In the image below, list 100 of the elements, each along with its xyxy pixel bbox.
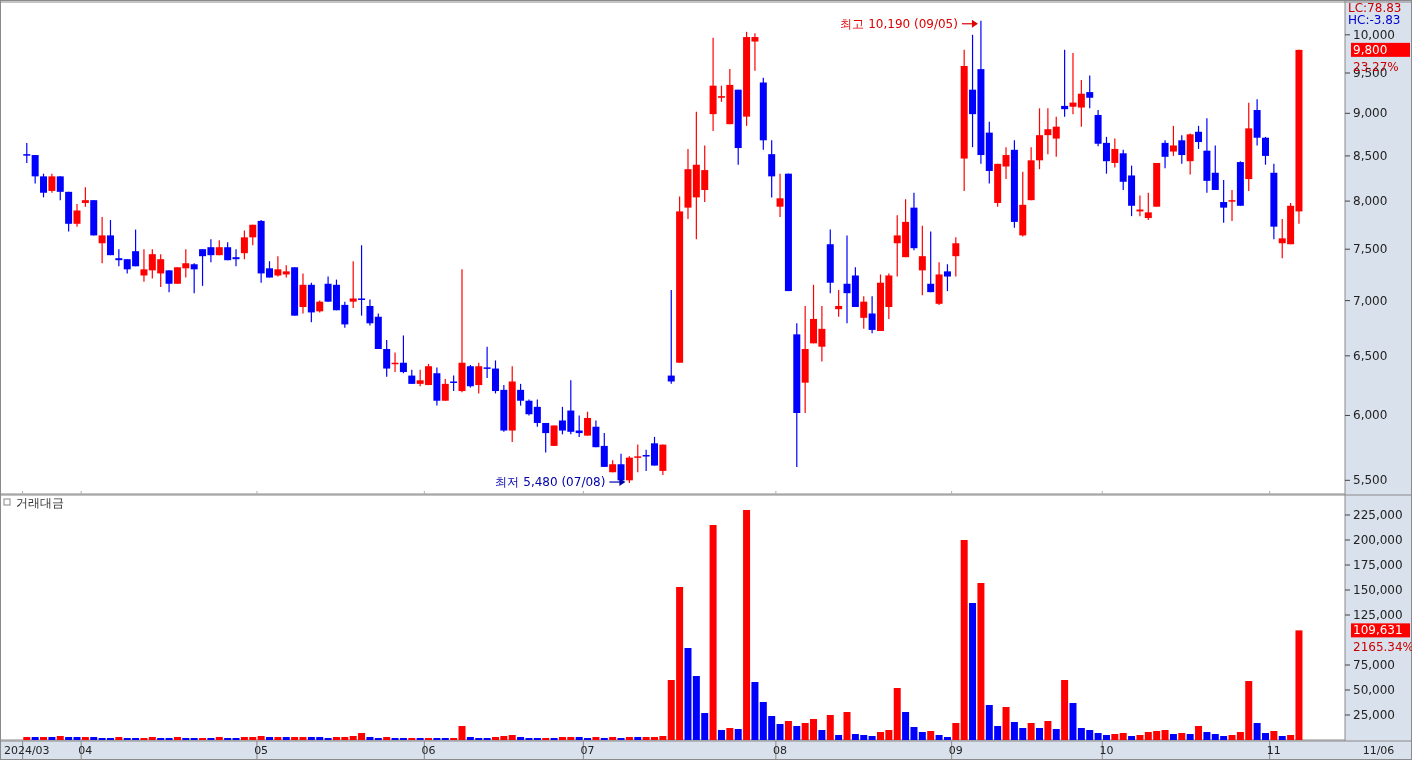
bar bbox=[1128, 736, 1136, 740]
bar bbox=[893, 688, 901, 740]
bar bbox=[1027, 723, 1035, 740]
candlestick bbox=[98, 216, 106, 264]
candlestick bbox=[483, 346, 491, 379]
bar bbox=[266, 737, 273, 740]
bar bbox=[115, 737, 123, 740]
bar bbox=[274, 737, 282, 740]
candlestick bbox=[1161, 139, 1169, 169]
candlestick bbox=[918, 225, 926, 296]
bar bbox=[65, 737, 73, 740]
candlestick bbox=[868, 295, 876, 334]
candlestick bbox=[1061, 49, 1069, 118]
candlestick bbox=[517, 383, 525, 407]
bar bbox=[56, 736, 64, 740]
bar bbox=[81, 737, 89, 740]
candlestick bbox=[1220, 179, 1228, 224]
candlestick bbox=[475, 362, 483, 395]
bar bbox=[609, 737, 617, 740]
candlestick bbox=[23, 142, 31, 164]
candlestick bbox=[140, 248, 148, 283]
bar bbox=[1169, 734, 1177, 740]
candlestick bbox=[56, 175, 64, 201]
candlestick bbox=[399, 334, 407, 374]
candlestick bbox=[1002, 146, 1010, 180]
candlestick bbox=[1261, 136, 1269, 166]
text: 11/06 bbox=[1362, 744, 1395, 757]
candlestick bbox=[634, 444, 642, 473]
bar bbox=[818, 730, 826, 740]
bar bbox=[952, 723, 960, 740]
candlestick bbox=[927, 230, 935, 293]
bar bbox=[843, 712, 851, 740]
candlestick bbox=[550, 424, 558, 447]
bar bbox=[1036, 728, 1044, 740]
y-tick-label: 5,500 bbox=[1353, 473, 1388, 488]
bar bbox=[1195, 726, 1203, 740]
bar bbox=[1203, 732, 1211, 740]
candlestick bbox=[776, 173, 784, 218]
bar bbox=[969, 603, 977, 740]
bar bbox=[684, 648, 692, 740]
x-tick-label: 05 bbox=[254, 744, 269, 757]
candlestick bbox=[383, 339, 391, 378]
bar bbox=[734, 729, 742, 740]
bar bbox=[625, 737, 633, 740]
candlestick bbox=[1144, 192, 1152, 221]
y-tick-label: 200,000 bbox=[1353, 533, 1403, 547]
candlestick bbox=[349, 260, 357, 309]
bar bbox=[709, 525, 717, 740]
bar bbox=[835, 735, 843, 740]
candlestick bbox=[1077, 79, 1085, 128]
candlestick bbox=[835, 289, 843, 318]
candlestick bbox=[625, 455, 633, 484]
y-tick-label: 10,000 bbox=[1353, 27, 1395, 42]
bar bbox=[1119, 733, 1127, 740]
candlestick bbox=[441, 378, 449, 402]
y-tick-label: 9,000 bbox=[1353, 106, 1388, 121]
candlestick bbox=[1228, 189, 1236, 222]
candlestick bbox=[768, 139, 776, 198]
candlestick bbox=[1211, 144, 1219, 191]
bar bbox=[717, 730, 725, 740]
y-tick-label: 8,500 bbox=[1353, 148, 1388, 163]
candlestick bbox=[232, 248, 240, 267]
text: LC:78.83 bbox=[1348, 1, 1402, 15]
bar bbox=[977, 583, 985, 740]
bar bbox=[726, 728, 734, 740]
y-tick-label: 8,000 bbox=[1353, 194, 1388, 209]
candlestick bbox=[1178, 134, 1186, 165]
bar bbox=[458, 726, 466, 740]
candlestick bbox=[73, 203, 81, 228]
bar bbox=[1161, 730, 1169, 740]
bar bbox=[784, 721, 792, 740]
x-tick-label: 07 bbox=[580, 744, 595, 757]
y-tick-label: 175,000 bbox=[1353, 558, 1403, 572]
bar bbox=[793, 726, 801, 740]
candlestick bbox=[600, 432, 608, 468]
y-tick-label: 75,000 bbox=[1353, 658, 1395, 672]
candlestick bbox=[584, 411, 592, 437]
candlestick bbox=[1195, 125, 1203, 150]
candlestick bbox=[1169, 125, 1177, 157]
candlestick bbox=[860, 295, 868, 330]
x-tick-label: 04 bbox=[78, 744, 93, 757]
bar bbox=[1186, 734, 1194, 740]
bar bbox=[90, 737, 98, 740]
y-tick-label: 150,000 bbox=[1353, 583, 1403, 597]
bar bbox=[282, 737, 290, 740]
bar bbox=[927, 731, 935, 740]
candlestick bbox=[533, 398, 541, 428]
candlestick bbox=[1111, 137, 1119, 168]
text: HC:-3.83 bbox=[1348, 13, 1401, 27]
y-tick-label: 6,500 bbox=[1353, 348, 1388, 363]
bar bbox=[48, 737, 56, 740]
bar bbox=[257, 736, 265, 740]
bar bbox=[1061, 680, 1069, 740]
bar bbox=[960, 540, 968, 740]
y-tick-label: 225,000 bbox=[1353, 508, 1403, 522]
candlestick bbox=[952, 236, 960, 278]
bar bbox=[826, 715, 834, 740]
x-tick-label: 08 bbox=[773, 744, 788, 757]
bar bbox=[1136, 735, 1144, 740]
y-tick-label: 125,000 bbox=[1353, 608, 1403, 622]
